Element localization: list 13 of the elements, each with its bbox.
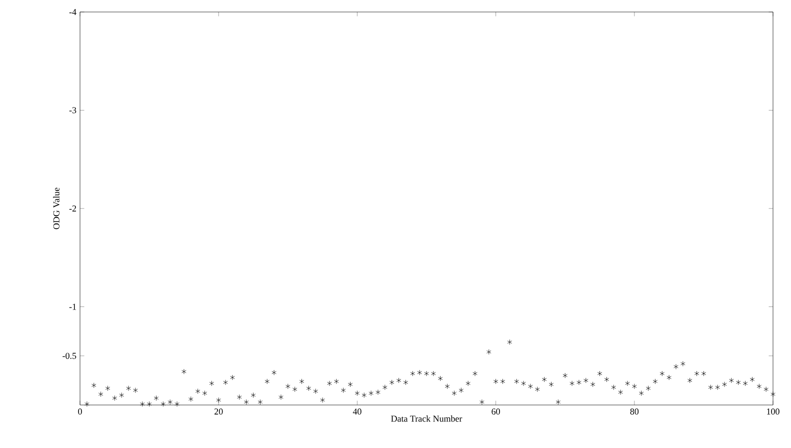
- x-tick-label: 20: [214, 408, 223, 415]
- x-tick-label: 60: [492, 408, 500, 415]
- y-tick-label: -3: [69, 107, 76, 114]
- y-tick-label: -2: [69, 206, 76, 212]
- x-tick-label: 80: [630, 408, 639, 415]
- y-tick-label: -4: [69, 9, 76, 15]
- x-tick-label: 100: [767, 408, 780, 415]
- y-tick-label: -0.5: [62, 352, 76, 359]
- y-tick-label: -1: [69, 304, 76, 310]
- x-tick-label: 0: [78, 408, 82, 415]
- y-axis-title: ODG Value: [53, 188, 60, 230]
- x-axis-title: Data Track Number: [391, 415, 462, 422]
- x-tick-label: 40: [352, 408, 362, 415]
